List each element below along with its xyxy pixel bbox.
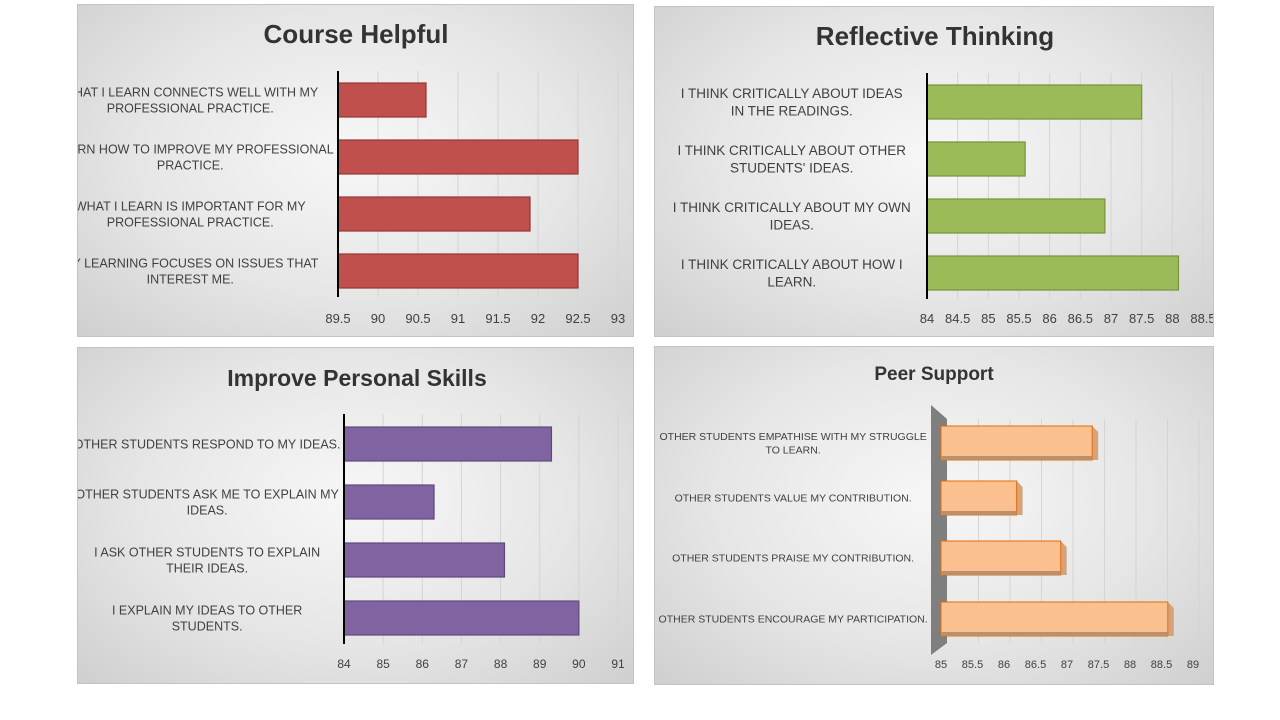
x-tick-label: 85.5 (962, 659, 983, 671)
bar (337, 82, 427, 118)
category-label: OTHER STUDENTS ASK ME TO EXPLAIN MY IDEAS… (78, 487, 340, 517)
chart-title: Improve Personal Skills (227, 365, 487, 391)
x-tick-label: 90.5 (405, 311, 430, 326)
category-label: OTHER STUDENTS PRAISE MY CONTRIBUTION. (672, 553, 914, 565)
chart-panel-peer-support: Peer Support OTHER STUDENTS EMPATHISE WIT… (654, 346, 1214, 685)
bar (337, 196, 531, 232)
x-tick-label: 91 (451, 311, 465, 326)
category-label: MY LEARNING FOCUSES ON ISSUES THAT INTERE… (78, 256, 319, 286)
x-tick-label: 84.5 (945, 311, 970, 326)
bar (940, 601, 1169, 637)
category-label: OTHER STUDENTS ENCOURAGE MY PARTICIPATIO… (659, 614, 928, 626)
category-label: OTHER STUDENTS VALUE MY CONTRIBUTION. (675, 493, 912, 505)
bar-shadow (941, 456, 1093, 460)
x-tick-label: 87 (1104, 311, 1118, 326)
chart-reflective-thinking: Reflective Thinking I THINK CRITICALLY AB… (673, 21, 1214, 326)
chart-improve-personal-skills: Improve Personal Skills OTHER STUDENTS RE… (78, 365, 625, 671)
bar (940, 540, 1062, 576)
x-tick-label: 86 (998, 659, 1010, 671)
bar (926, 198, 1106, 234)
x-tick-label: 85.5 (1006, 311, 1031, 326)
chart-peer-support: Peer Support OTHER STUDENTS EMPATHISE WIT… (659, 364, 1200, 671)
x-tick-label: 92.5 (565, 311, 590, 326)
x-tick-label: 86.5 (1068, 311, 1093, 326)
x-tick-label: 85 (935, 659, 947, 671)
x-tick-label: 86 (416, 657, 430, 671)
x-tick-label: 86.5 (1025, 659, 1046, 671)
category-label: I EXPLAIN MY IDEAS TO OTHER STUDENTS. (112, 603, 302, 633)
x-tick-label: 87.5 (1088, 659, 1109, 671)
bar (940, 425, 1093, 461)
category-label: WHAT I LEARN CONNECTS WELL WITH MY PROFES… (78, 85, 319, 115)
chart-title: Reflective Thinking (816, 21, 1054, 51)
category-label: I THINK CRITICALLY ABOUT HOW I LEARN. (681, 257, 903, 290)
bar (926, 141, 1026, 177)
x-tick-label: 89 (533, 657, 547, 671)
x-tick-label: 86 (1042, 311, 1056, 326)
chart-panel-reflective-thinking: Reflective Thinking I THINK CRITICALLY AB… (654, 6, 1214, 337)
category-label: I THINK CRITICALLY ABOUT MY OWN IDEAS. (673, 200, 911, 233)
category-label: I ASK OTHER STUDENTS TO EXPLAIN THEIR IDE… (94, 545, 320, 575)
chart-course-helpful: Course Helpful WHAT I LEARN CONNECTS WELL… (78, 19, 625, 326)
x-tick-label: 87 (1061, 659, 1073, 671)
axis-side-wall (931, 405, 947, 655)
bar-shadow (941, 571, 1061, 575)
chart-title: Peer Support (874, 364, 994, 385)
category-label: OTHER STUDENTS EMPATHISE WITH MY STRUGGL… (660, 431, 927, 457)
bar (343, 600, 580, 636)
bar (337, 253, 579, 289)
bar (926, 84, 1143, 120)
bar (343, 484, 435, 520)
bar (940, 480, 1018, 516)
bar (337, 139, 579, 175)
x-tick-label: 84 (920, 311, 934, 326)
x-tick-label: 88.5 (1151, 659, 1172, 671)
category-label: I THINK CRITICALLY ABOUT IDEAS IN THE REA… (681, 86, 903, 119)
x-tick-label: 88 (1124, 659, 1136, 671)
bar (926, 255, 1180, 291)
bar (343, 542, 506, 578)
x-tick-label: 91 (611, 657, 625, 671)
category-label: WHAT I LEARN IS IMPORTANT FOR MY PROFESSI… (78, 199, 306, 229)
bar-shadow (941, 511, 1017, 515)
category-label: I THINK CRITICALLY ABOUT OTHER STUDENTS' … (677, 143, 906, 176)
x-tick-label: 85 (981, 311, 995, 326)
x-tick-label: 87.5 (1129, 311, 1154, 326)
x-tick-label: 90 (572, 657, 586, 671)
x-tick-label: 87 (455, 657, 469, 671)
x-tick-label: 84 (337, 657, 351, 671)
x-tick-label: 90 (371, 311, 385, 326)
chart-panel-improve-personal-skills: Improve Personal Skills OTHER STUDENTS RE… (77, 347, 634, 684)
bar-shadow (941, 632, 1168, 636)
x-tick-label: 91.5 (485, 311, 510, 326)
x-tick-label: 88 (494, 657, 508, 671)
x-tick-label: 89.5 (325, 311, 350, 326)
x-tick-label: 88 (1165, 311, 1179, 326)
x-tick-label: 88.5 (1190, 311, 1214, 326)
chart-panel-course-helpful: Course Helpful WHAT I LEARN CONNECTS WELL… (77, 4, 634, 337)
category-label: OTHER STUDENTS RESPOND TO MY IDEAS. (78, 437, 340, 451)
chart-title: Course Helpful (264, 19, 449, 49)
x-tick-label: 85 (376, 657, 390, 671)
x-tick-label: 89 (1187, 659, 1199, 671)
category-label: I LEARN HOW TO IMPROVE MY PROFESSIONALPR… (78, 142, 334, 172)
x-tick-label: 92 (531, 311, 545, 326)
x-tick-label: 93 (611, 311, 625, 326)
bar (343, 426, 553, 462)
